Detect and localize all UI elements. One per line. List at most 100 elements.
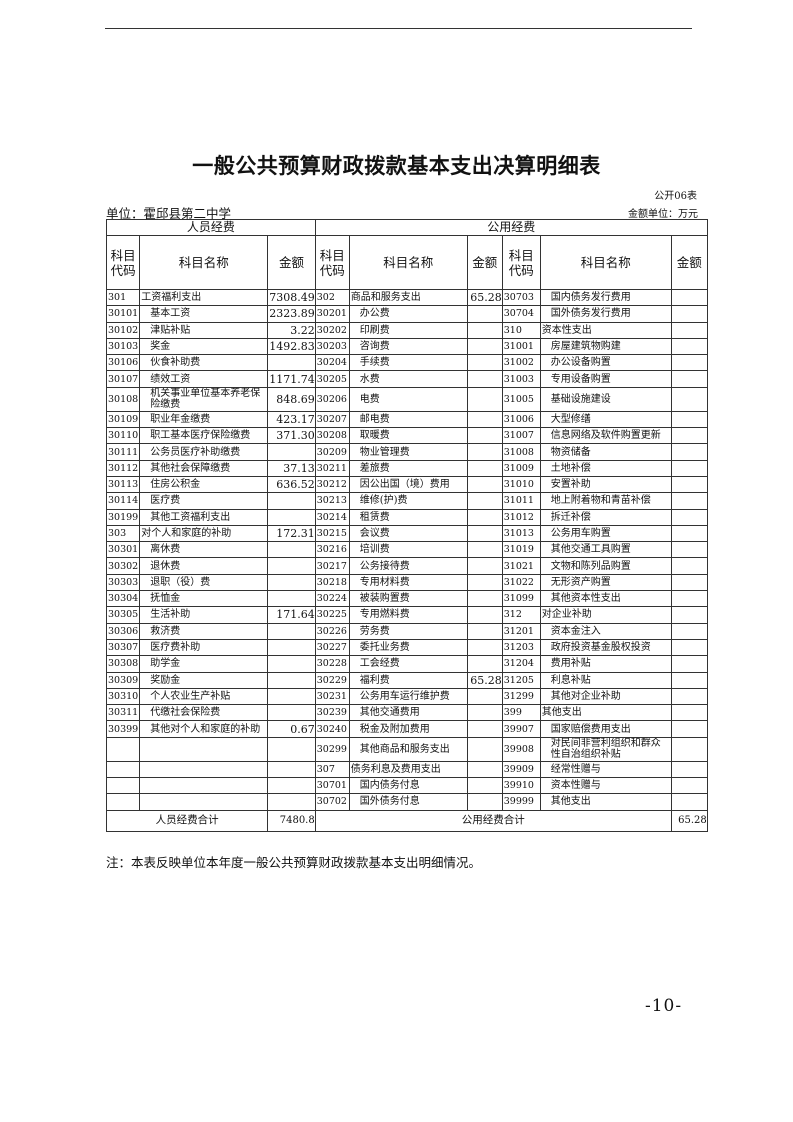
amount: 37.13 xyxy=(267,459,316,477)
subject-code: 30109 xyxy=(105,410,141,429)
subject-name: 公务员医疗补助缴费 xyxy=(139,443,269,461)
table-row: 30303 退职（役）费 30218 专用材料费 31022 无形资产购置 xyxy=(105,573,708,592)
amount xyxy=(466,492,503,510)
subject-name: 费用补贴 xyxy=(539,655,672,673)
subject-code: 30204 xyxy=(314,354,350,372)
amount xyxy=(466,337,503,356)
amount xyxy=(670,720,708,738)
subject-name: 文物和陈列品购置 xyxy=(539,557,672,575)
amount xyxy=(670,638,708,657)
subject-code: 30107 xyxy=(105,370,141,388)
amount xyxy=(466,793,503,811)
subject-code: 31204 xyxy=(501,655,541,673)
subject-code xyxy=(105,736,141,762)
amount xyxy=(267,557,316,575)
subject-name: 其他对个人和家庭的补助 xyxy=(139,720,269,738)
amount xyxy=(267,508,316,526)
amount-header: 金额 xyxy=(466,235,503,290)
table-row: 30110 职工基本医疗保险缴费 371.30 30208 取暖费 31007 信息网络及软… xyxy=(105,427,708,445)
amount xyxy=(670,736,708,762)
form-number: 公开06表 xyxy=(654,191,697,202)
subject-name: 工资福利支出 xyxy=(139,288,269,307)
amount xyxy=(670,288,708,307)
subject-code: 39907 xyxy=(501,720,541,738)
subject-name: 机关事业单位基本养老保险缴费 xyxy=(139,386,269,412)
subject-code: 399 xyxy=(501,704,541,722)
subject-code: 30216 xyxy=(314,541,350,559)
subject-code: 39909 xyxy=(501,760,541,779)
amount xyxy=(466,655,503,673)
amount xyxy=(267,793,316,811)
subject-code: 30103 xyxy=(105,337,141,356)
table-row: 30102 津贴补贴 3.22 30202 印刷费 310 资本性支出 xyxy=(105,321,708,339)
subject-name: 助学金 xyxy=(139,655,269,673)
subject-code: 31001 xyxy=(501,337,541,356)
subject-code: 30299 xyxy=(314,736,350,762)
subject-name: 代缴社会保险费 xyxy=(139,704,269,722)
subject-name xyxy=(139,793,269,811)
amount xyxy=(267,671,316,689)
subject-code: 30199 xyxy=(105,508,141,526)
name-header: 科目名称 xyxy=(539,235,672,290)
amount: 1171.74 xyxy=(267,370,316,388)
amount xyxy=(466,573,503,592)
amount xyxy=(267,736,316,762)
subject-name: 公务接待费 xyxy=(348,557,468,575)
amount xyxy=(670,557,708,575)
subject-name: 资本性赠与 xyxy=(539,777,672,795)
subject-code: 30203 xyxy=(314,337,350,356)
subject-code: 30227 xyxy=(314,638,350,657)
amount: 65.28 xyxy=(466,671,503,689)
money-unit: 金额单位：万元 xyxy=(628,209,698,220)
table-row: 30399 其他对个人和家庭的补助 0.67 30240 税金及附加费用 39907 国家赔… xyxy=(105,720,708,738)
amount xyxy=(670,370,708,388)
subject-name: 其他社会保障缴费 xyxy=(139,459,269,477)
subject-code: 31006 xyxy=(501,410,541,429)
subject-name: 其他交通费用 xyxy=(348,704,468,722)
amount xyxy=(466,687,503,706)
subject-name: 国外债务发行费用 xyxy=(539,305,672,323)
subject-code: 39910 xyxy=(501,777,541,795)
amount xyxy=(267,777,316,795)
amount xyxy=(670,573,708,592)
subject-name: 资本金注入 xyxy=(539,622,672,640)
amount xyxy=(670,354,708,372)
amount xyxy=(466,475,503,494)
subject-code: 30101 xyxy=(105,305,141,323)
subject-code: 30226 xyxy=(314,622,350,640)
public-header: 公用经费 xyxy=(314,219,708,236)
subject-code: 31008 xyxy=(501,443,541,461)
subject-code: 31011 xyxy=(501,492,541,510)
amount-header: 金额 xyxy=(670,235,708,290)
amount xyxy=(267,354,316,372)
code-header: 科目代码 xyxy=(501,235,541,290)
subject-code: 39999 xyxy=(501,793,541,811)
table-row: 30103 奖金 1492.83 30203 咨询费 31001 房屋建筑物购建 xyxy=(105,337,708,356)
subject-name: 土地补偿 xyxy=(539,459,672,477)
subject-code: 303 xyxy=(105,524,141,543)
subject-code: 30217 xyxy=(314,557,350,575)
table-row: 30302 退休费 30217 公务接待费 31021 文物和陈列品购置 xyxy=(105,557,708,575)
amount xyxy=(466,321,503,339)
amount xyxy=(466,443,503,461)
amount-header: 金额 xyxy=(267,235,316,290)
subject-code: 31201 xyxy=(501,622,541,640)
amount xyxy=(466,410,503,429)
subject-name: 资本性支出 xyxy=(539,321,672,339)
subject-name: 办公设备购置 xyxy=(539,354,672,372)
table-row: 30114 医疗费 30213 维修(护)费 31011 地上附着物和青苗补偿 xyxy=(105,492,708,510)
table-row: 301 工资福利支出 7308.49 302 商品和服务支出 65.28 30703 国内债务… xyxy=(105,288,708,307)
subject-code: 31019 xyxy=(501,541,541,559)
subject-name: 其他工资福利支出 xyxy=(139,508,269,526)
amount: 0.67 xyxy=(267,720,316,738)
amount: 2323.89 xyxy=(267,305,316,323)
subject-code: 30701 xyxy=(314,777,350,795)
table-row: 30112 其他社会保障缴费 37.13 30211 差旅费 31009 土地补偿 xyxy=(105,459,708,477)
amount xyxy=(466,760,503,779)
name-header: 科目名称 xyxy=(139,235,269,290)
amount: 371.30 xyxy=(267,427,316,445)
subject-name xyxy=(139,736,269,762)
subject-name: 利息补贴 xyxy=(539,671,672,689)
subject-name: 安置补助 xyxy=(539,475,672,494)
amount xyxy=(670,655,708,673)
